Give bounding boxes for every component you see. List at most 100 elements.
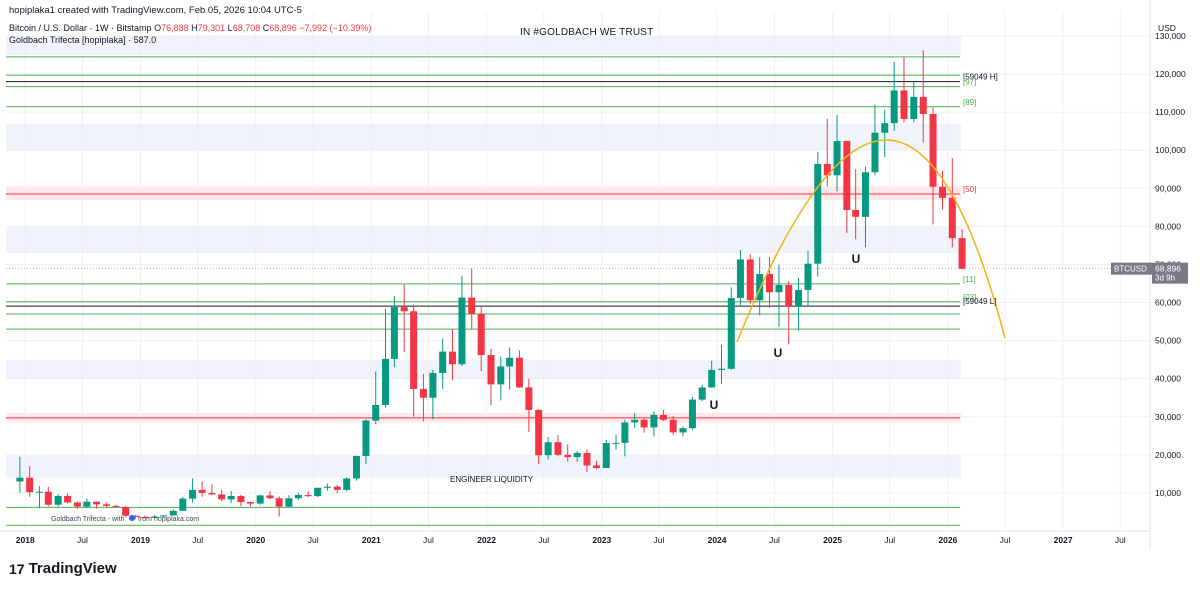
candle-body xyxy=(122,507,130,516)
candle-body xyxy=(814,163,822,264)
candle xyxy=(208,484,216,496)
candle xyxy=(382,308,390,408)
candle-body xyxy=(795,289,803,307)
candle xyxy=(468,268,476,330)
tv-logo-icon: 17 xyxy=(9,560,25,577)
candle-body xyxy=(621,422,629,443)
tradingview-logo[interactable]: 17 TradingView xyxy=(9,560,117,577)
candle xyxy=(227,491,235,504)
ohlc-open: 76,888 xyxy=(161,23,189,33)
candle xyxy=(151,515,159,519)
credit-line: hopiplaka1 created with TradingView.com,… xyxy=(9,5,302,16)
ohlc-open-label: O xyxy=(154,23,162,33)
candle-body xyxy=(958,238,966,269)
time-tick: 2027 xyxy=(1054,535,1073,545)
candle-body xyxy=(294,495,302,499)
chart-area[interactable]: USD 10,000 20,000 30,000 40,000 50,000 60,000 7… xyxy=(0,0,1200,550)
candle xyxy=(83,498,91,508)
candle-body xyxy=(602,443,610,468)
candle-body xyxy=(765,273,773,293)
candle-body xyxy=(929,114,937,187)
candle xyxy=(871,104,879,176)
candle xyxy=(814,151,822,277)
candle-body xyxy=(736,259,744,298)
candle-body xyxy=(198,489,206,493)
candle-body xyxy=(372,404,380,421)
candle-body xyxy=(468,297,476,314)
candle-body xyxy=(727,297,735,369)
band-0 xyxy=(6,35,961,55)
ohlc-change: −7,992 (−10.39%) xyxy=(299,23,372,33)
level-label: [50] xyxy=(963,185,976,194)
candle-body xyxy=(304,495,312,497)
candle-body xyxy=(26,477,34,493)
symbol-name: Bitcoin / U.S. Dollar · 1W · Bitstamp xyxy=(9,23,152,33)
candle-body xyxy=(141,516,149,518)
candle-body xyxy=(612,442,620,444)
candle-body xyxy=(852,209,860,217)
candle-body xyxy=(275,498,283,507)
candle-body xyxy=(102,504,110,506)
candle xyxy=(131,514,139,520)
price-chart[interactable]: USD 10,000 20,000 30,000 40,000 50,000 60,000 7… xyxy=(0,0,1200,550)
candle xyxy=(765,256,773,308)
candle-body xyxy=(506,357,514,367)
time-tick: Jul xyxy=(77,535,88,545)
candle xyxy=(612,435,620,450)
engineer-liquidity-label: ENGINEER LIQUIDITY xyxy=(450,475,534,484)
candle-body xyxy=(544,442,552,456)
candle-body xyxy=(525,387,533,410)
candle xyxy=(352,455,360,481)
candle xyxy=(602,439,610,469)
time-tick: Jul xyxy=(654,535,665,545)
candle-body xyxy=(448,351,456,365)
candle xyxy=(861,166,869,248)
candle xyxy=(573,451,581,462)
level-label: [97] xyxy=(963,78,976,87)
candle xyxy=(785,281,793,345)
level-label: [89] xyxy=(963,98,976,107)
time-tick: Jul xyxy=(192,535,203,545)
candle-body xyxy=(419,388,427,398)
candle-body xyxy=(535,409,543,456)
candle-body xyxy=(659,414,667,420)
candle xyxy=(179,496,187,511)
time-tick: Jul xyxy=(884,535,895,545)
candle-body xyxy=(756,273,764,301)
candle xyxy=(372,371,380,424)
candle-body xyxy=(112,505,120,508)
candle xyxy=(218,489,226,502)
candle xyxy=(756,257,764,316)
candle-body xyxy=(650,414,658,428)
candle-body xyxy=(256,495,264,504)
candle-body xyxy=(382,358,390,405)
candle-body xyxy=(939,186,947,198)
indicator-line: Goldbach Trifecta [hopiplaka] · 587.0 xyxy=(9,35,157,45)
candle xyxy=(659,409,667,421)
price-tick: 100,000 xyxy=(1155,145,1186,155)
candle xyxy=(592,460,600,469)
candle-body xyxy=(410,311,418,389)
candle xyxy=(679,426,687,437)
time-tick: 2026 xyxy=(938,535,957,545)
candle xyxy=(237,494,245,507)
price-axis: USD10,00020,00030,00040,00050,00060,0007… xyxy=(1111,0,1188,548)
candle-body xyxy=(93,501,101,505)
candle-body xyxy=(458,297,466,365)
price-tick: 40,000 xyxy=(1155,374,1181,384)
candle-body xyxy=(390,307,398,359)
candle-body xyxy=(169,510,177,516)
candle xyxy=(939,170,947,210)
symbol-line: Bitcoin / U.S. Dollar · 1W · Bitstamp O7… xyxy=(9,23,371,33)
candle xyxy=(400,284,408,353)
candle-body xyxy=(775,285,783,293)
price-tick: 30,000 xyxy=(1155,412,1181,422)
candle-body xyxy=(919,96,927,115)
band-4 xyxy=(6,454,961,478)
candle xyxy=(410,304,418,417)
candle xyxy=(102,502,110,508)
candle-body xyxy=(266,495,274,499)
candle xyxy=(141,515,149,519)
candle-body xyxy=(246,502,254,504)
candle-body xyxy=(708,369,716,388)
